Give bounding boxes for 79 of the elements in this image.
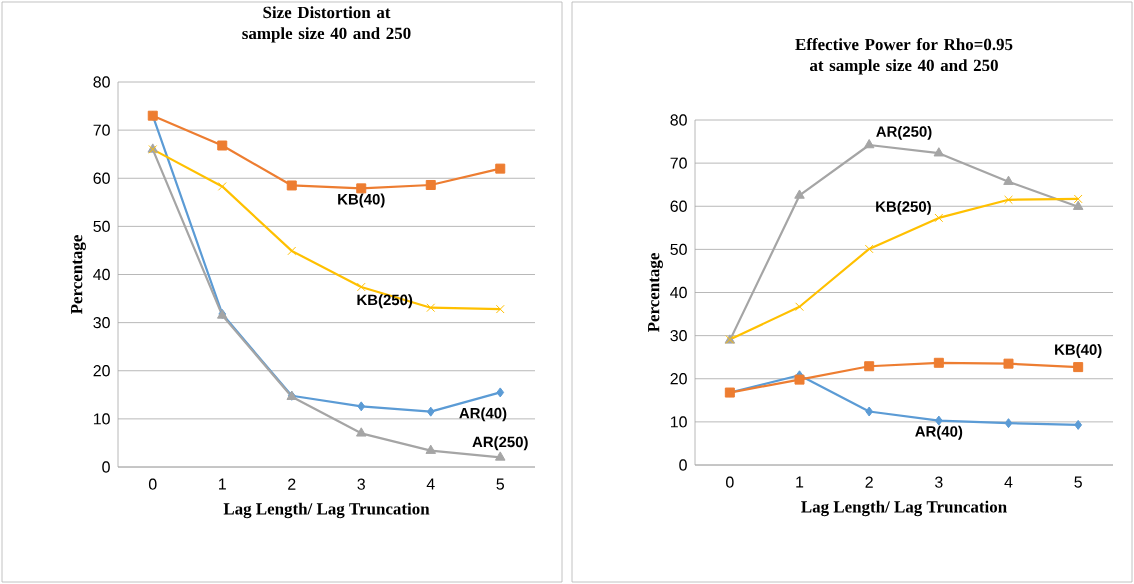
series-label: AR(40) <box>459 407 507 422</box>
point <box>425 444 437 454</box>
y-tick-label: 30 <box>93 316 110 329</box>
point <box>933 147 945 157</box>
point <box>795 302 804 312</box>
point <box>217 140 228 151</box>
point <box>934 415 943 426</box>
point <box>287 246 297 256</box>
y-tick-label: 40 <box>93 268 110 281</box>
x-tick-label: 1 <box>219 478 226 490</box>
y-tick-label: 20 <box>670 373 687 385</box>
point <box>356 183 367 194</box>
series-label: AR(250) <box>472 436 528 451</box>
y-tick-label: 80 <box>670 114 687 126</box>
series-label: KB(250) <box>876 200 931 215</box>
series-label: AR(250) <box>876 125 932 140</box>
x-tick-label: 4 <box>1004 476 1013 488</box>
point <box>1072 200 1084 210</box>
point <box>355 427 367 437</box>
point <box>1003 175 1014 185</box>
point <box>1004 195 1013 205</box>
point <box>425 179 436 190</box>
x-tick-label: 0 <box>148 478 157 490</box>
point <box>1073 362 1084 373</box>
series-label: KB(40) <box>338 193 385 208</box>
point <box>934 213 944 223</box>
point <box>357 401 366 412</box>
point <box>1004 418 1013 429</box>
point <box>794 374 805 385</box>
x-tick-label: 4 <box>426 478 435 490</box>
series-label: KB(250) <box>357 294 413 309</box>
y-tick-label: 50 <box>93 220 110 233</box>
x-tick-label: 2 <box>288 478 296 490</box>
x-tick-label: 3 <box>935 476 943 488</box>
y-tick-label: 0 <box>679 459 687 471</box>
point <box>864 361 875 372</box>
x-tick-label: 1 <box>796 476 804 488</box>
y-tick-label: 20 <box>93 365 110 377</box>
y-tick-label: 60 <box>670 200 687 212</box>
point <box>286 180 297 191</box>
y-tick-label: 10 <box>670 416 687 428</box>
point <box>426 406 435 417</box>
y-tick-label: 50 <box>670 243 687 256</box>
y-tick-label: 10 <box>93 413 110 425</box>
x-tick-label: 0 <box>726 476 734 488</box>
x-tick-label: 2 <box>865 476 873 488</box>
x-tick-label: 5 <box>1074 476 1082 488</box>
y-axis-title: Percentage <box>71 235 86 315</box>
y-tick-label: 0 <box>102 461 110 473</box>
series-label: AR(40) <box>915 425 963 440</box>
point <box>863 139 875 149</box>
chart-title: Effective Power for Rho=0.95 at sample size 40 and 250 <box>795 38 1013 75</box>
x-tick-label: 5 <box>496 478 505 490</box>
x-tick-label: 3 <box>357 478 365 490</box>
point <box>495 163 506 174</box>
point <box>1073 194 1083 204</box>
y-tick-label: 40 <box>670 286 687 299</box>
point <box>217 182 227 191</box>
point <box>494 451 506 461</box>
point <box>933 357 944 368</box>
y-axis-title: Percentage <box>648 253 663 333</box>
series-label: KB(40) <box>1055 343 1102 358</box>
x-axis-title: Lag Length/ Lag Truncation <box>801 500 1007 517</box>
y-tick-label: 60 <box>93 172 110 184</box>
y-tick-label: 80 <box>93 76 110 88</box>
y-tick-label: 70 <box>670 157 687 169</box>
point <box>1003 358 1014 369</box>
point <box>865 406 874 417</box>
x-axis-title: Lag Length/ Lag Truncation <box>223 502 430 519</box>
y-tick-label: 30 <box>670 329 687 342</box>
point <box>794 189 805 199</box>
point <box>426 303 436 313</box>
chart-title: Size Distortion at sample size 40 and 250 <box>242 6 411 43</box>
point <box>1074 419 1083 430</box>
point <box>864 244 874 254</box>
point <box>495 304 505 314</box>
point <box>356 282 366 292</box>
point <box>496 387 505 398</box>
y-tick-label: 70 <box>93 124 110 136</box>
